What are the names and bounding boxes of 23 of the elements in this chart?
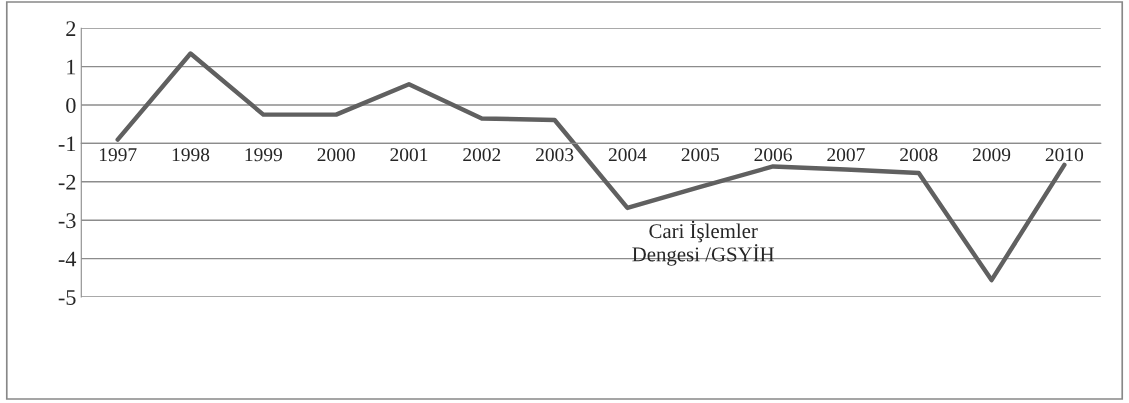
y-tick-label: -4 [58,251,77,267]
x-tick-label: 2005 [681,148,719,162]
y-tick-label: -2 [58,174,76,190]
x-tick-label: 2000 [317,148,355,162]
x-tick-label: 2007 [827,148,865,162]
y-tick-label: 1 [67,59,76,75]
x-tick-label: 2002 [463,148,501,162]
x-tick-label: 2006 [754,148,792,162]
series-label: Cari İşlemler Dengesi /GSYİH [632,220,775,266]
x-tick-label: 2009 [972,148,1011,162]
y-tick-label: -3 [58,213,76,229]
x-tick-label: 2003 [536,148,574,162]
x-tick-label: 2010 [1045,148,1084,162]
x-tick-label: 1997 [99,148,137,162]
x-tick-label: 2004 [608,148,647,162]
y-tick-label: -1 [58,136,76,152]
x-tick-label: 2001 [390,148,428,162]
y-tick-label: -5 [58,290,76,305]
x-tick-label: 2008 [900,148,938,162]
x-tick-label: 1998 [172,148,210,162]
y-tick-label: 2 [66,21,76,36]
x-tick-label: 1999 [245,148,282,162]
y-tick-label: 0 [66,97,76,113]
